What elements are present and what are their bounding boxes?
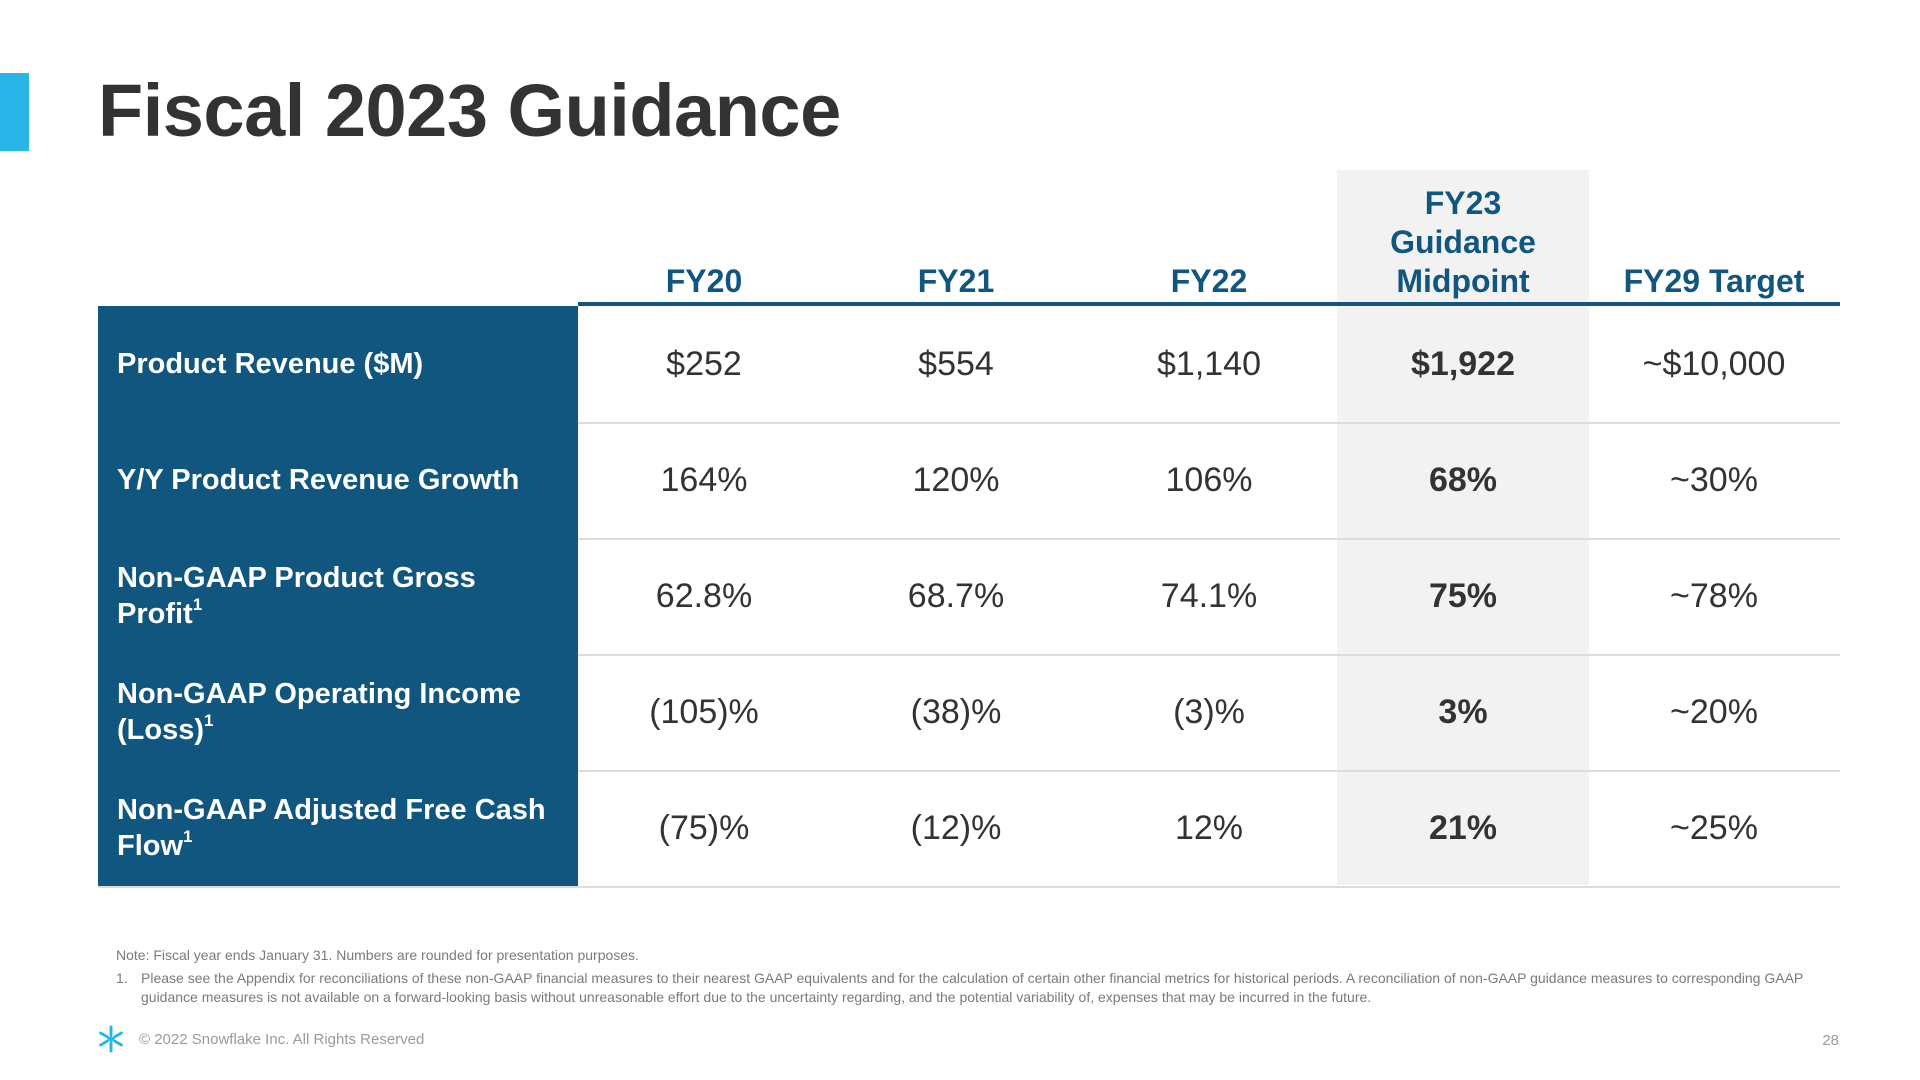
table-cell: (38)% <box>910 692 1002 731</box>
row-divider <box>98 886 578 888</box>
page-title: Fiscal 2023 Guidance <box>98 69 841 152</box>
copyright-text: © 2022 Snowflake Inc. All Rights Reserve… <box>139 1031 425 1048</box>
table-cell: $1,140 <box>1157 344 1261 383</box>
table-row: Non-GAAP Product Gross Profit1 62.8% 68.… <box>98 538 1840 656</box>
table-cell-guidance: 68% <box>1428 460 1498 499</box>
row-label: Product Revenue ($M) <box>98 306 578 422</box>
row-label-text: Non-GAAP Adjusted Free Cash Flow <box>117 794 546 862</box>
row-label: Non-GAAP Operating Income (Loss)1 <box>98 654 578 770</box>
row-label-text: Non-GAAP Product Gross Profit <box>117 562 476 630</box>
table-cell: ~78% <box>1670 576 1758 615</box>
table-cell: (3)% <box>1173 692 1245 731</box>
footnote-marker: 1 <box>192 595 203 615</box>
table-row: Y/Y Product Revenue Growth 164% 120% 106… <box>98 422 1840 540</box>
table-cell: 68.7% <box>907 576 1005 615</box>
table-cell: 12% <box>1174 808 1244 847</box>
row-label-text: Non-GAAP Operating Income (Loss) <box>117 678 521 746</box>
row-divider <box>578 886 1840 888</box>
table-cell-guidance: $1,922 <box>1411 344 1515 383</box>
row-label-text: Y/Y Product Revenue Growth <box>117 464 520 496</box>
table-cell: (105)% <box>649 692 759 731</box>
table-cell-guidance: 75% <box>1428 576 1498 615</box>
table-cell: 120% <box>912 460 1000 499</box>
table-cell: 62.8% <box>655 576 753 615</box>
row-label: Y/Y Product Revenue Growth <box>98 422 578 538</box>
footnote-number: 1. <box>116 970 128 986</box>
table-cell-guidance: 3% <box>1438 692 1488 731</box>
column-header-fy23-guidance: FY23 Guidance Midpoint <box>1390 185 1536 299</box>
footnote-text: Please see the Appendix for reconciliati… <box>141 970 1804 1005</box>
header-rule <box>578 302 1840 306</box>
table-cell: $554 <box>918 344 994 383</box>
column-header-fy21: FY21 <box>917 263 995 299</box>
row-divider <box>578 770 1840 772</box>
table-cell: $252 <box>666 344 742 383</box>
table-cell: ~30% <box>1670 460 1758 499</box>
table-row: Non-GAAP Adjusted Free Cash Flow1 (75)% … <box>98 770 1840 888</box>
table-cell: 74.1% <box>1160 576 1258 615</box>
table-cell: (12)% <box>910 808 1002 847</box>
footnote-marker: 1 <box>183 827 193 847</box>
table-cell: ~25% <box>1670 808 1758 847</box>
row-label: Non-GAAP Adjusted Free Cash Flow1 <box>98 770 578 886</box>
row-divider <box>578 654 1840 656</box>
column-header-fy22: FY22 <box>1170 263 1248 299</box>
guidance-column-highlight <box>1337 170 1589 885</box>
page-number: 28 <box>1822 1032 1839 1049</box>
table-cell: (75)% <box>658 808 750 847</box>
table-cell: ~$10,000 <box>1642 344 1786 383</box>
column-header-fy29-target: FY29 Target <box>1623 263 1805 299</box>
table-cell-guidance: 21% <box>1428 808 1498 847</box>
snowflake-icon <box>99 1025 123 1053</box>
table-row: Non-GAAP Operating Income (Loss)1 (105)%… <box>98 654 1840 772</box>
title-accent-bar <box>0 73 29 151</box>
row-label-text: Product Revenue ($M) <box>117 348 424 380</box>
table-cell: 164% <box>660 460 748 499</box>
footnote-marker: 1 <box>204 711 214 731</box>
column-header-fy20: FY20 <box>665 263 743 299</box>
fiscal-year-note: Note: Fiscal year ends January 31. Numbe… <box>116 947 639 963</box>
row-divider <box>578 422 1840 424</box>
table-cell: ~20% <box>1670 692 1758 731</box>
table-row: Product Revenue ($M) $252 $554 $1,140 $1… <box>98 306 1840 424</box>
row-label: Non-GAAP Product Gross Profit1 <box>98 538 578 654</box>
row-divider <box>578 538 1840 540</box>
table-cell: 106% <box>1165 460 1253 499</box>
